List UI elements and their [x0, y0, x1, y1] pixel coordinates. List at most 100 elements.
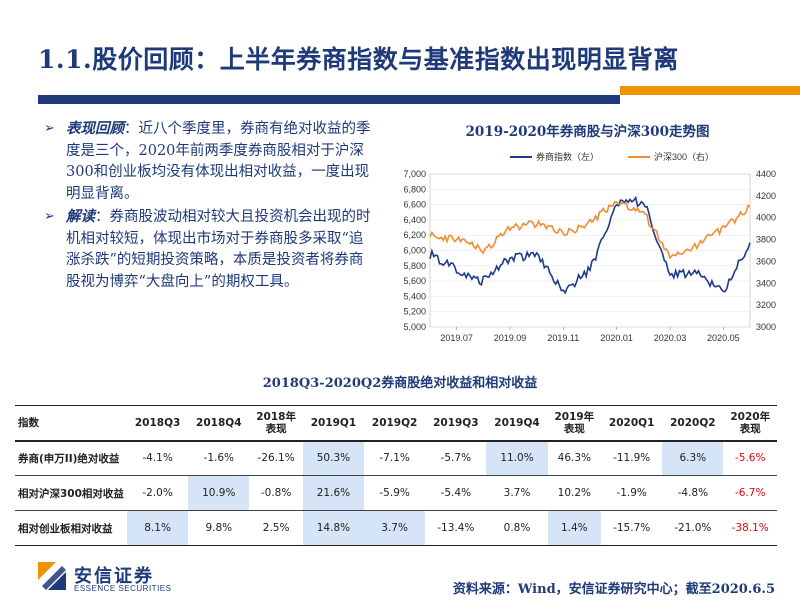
row-label: 券商(申万II)绝对收益 [15, 440, 127, 476]
table-cell: 21.6% [302, 475, 365, 511]
table-cell: 9.8% [188, 510, 250, 546]
y-left-tick-label: 5,400 [403, 291, 426, 301]
table-cell: 14.8% [302, 510, 365, 546]
x-tick-label: 2019.11 [547, 333, 579, 343]
table-cell: 1.4% [547, 510, 602, 546]
table-cell: -15.7% [601, 510, 663, 546]
returns-table: 指数 2018Q3 2018Q4 2018年 表现 2019Q1 2019Q2 2019Q3 2… [15, 405, 777, 546]
table-cell: -6.7% [723, 475, 777, 511]
table-cell: -38.1% [723, 510, 777, 546]
bullet-text: ：近八个季度里，券商有绝对收益的季度是三个，2020年前两季度券商股相对于沪深3… [66, 121, 371, 202]
table-header-cell: 2020Q2 [662, 405, 724, 442]
legend-label: 沪深300（右） [654, 151, 714, 162]
y-right-tick-label: 3800 [756, 235, 776, 245]
table-row: 券商(申万II)绝对收益 -4.1% -1.6% -26.1% 50.3% -7.1% -5… [15, 440, 777, 476]
table-header-cell: 2019Q3 [425, 405, 487, 442]
table-header-row: 指数 2018Q3 2018Q4 2018年 表现 2019Q1 2019Q2 2019Q3 2… [15, 405, 777, 442]
table-header-cell: 2020Q1 [601, 405, 663, 442]
table-cell: -1.6% [188, 440, 250, 476]
company-logo: 安信证券 ESSENCE SECURITIES [36, 560, 176, 596]
table-header-cell: 2019Q2 [364, 405, 426, 442]
line-chart: 5,000 5,200 5,400 5,600 5,800 6,000 6,200 6,400… [403, 151, 776, 343]
y-right-tick-label: 4200 [756, 191, 776, 201]
legend-label: 券商指数（左） [536, 151, 599, 162]
table-cell: 10.9% [188, 475, 250, 511]
y-right-tick-label: 4000 [756, 213, 776, 223]
table-row: 相对沪深300相对收益 -2.0% 10.9% -0.8% 21.6% -5.9% -5.4… [15, 475, 777, 511]
table-header-cell: 2020年 表现 [723, 405, 777, 442]
table-cell: -1.9% [601, 475, 663, 511]
table-cell: 46.3% [547, 440, 602, 476]
page-title: 1.1.股价回顾：上半年券商指数与基准指数出现明显背离 [38, 45, 679, 74]
table-cell: -5.7% [425, 440, 487, 476]
y-left-tick-label: 6,800 [403, 184, 426, 194]
table-cell: -0.8% [249, 475, 303, 511]
arrow-bullet-icon: ➢ [44, 121, 55, 136]
table-cell: -2.0% [127, 475, 189, 511]
bullet-list: ➢ 表现回顾：近八个季度里，券商有绝对收益的季度是三个，2020年前两季度券商股… [44, 118, 374, 294]
table-header-index: 指数 [15, 405, 127, 442]
y-right-tick-label: 3000 [756, 322, 776, 332]
y-left-tick-label: 5,800 [403, 261, 426, 271]
table-header-cell: 2019年 表现 [547, 405, 602, 442]
logo-text-cn: 安信证券 [74, 566, 154, 587]
logo-text-en: ESSENCE SECURITIES [74, 584, 172, 593]
chart-title: 2019-2020年券商股与沪深300走势图 [465, 124, 710, 140]
table-cell: 6.3% [662, 440, 724, 476]
y-right-tick-label: 3200 [756, 300, 776, 310]
arrow-bullet-icon: ➢ [44, 209, 55, 224]
logo-mark-icon [38, 562, 66, 590]
title-underline-blue [38, 95, 620, 104]
bullet-lead: 表现回顾 [66, 120, 124, 137]
table-row: 相对创业板相对收益 8.1% 9.8% 2.5% 14.8% 3.7% -13.4% 0.8%… [15, 510, 777, 546]
x-tick-label: 2019.07 [440, 333, 473, 343]
table-header-cell: 2018年 表现 [249, 405, 303, 442]
y-left-tick-label: 5,200 [403, 307, 426, 317]
table-header-cell: 2018Q4 [188, 405, 250, 442]
table-cell: -5.6% [723, 440, 777, 476]
table-cell: 50.3% [302, 440, 365, 476]
table-cell: 11.0% [486, 440, 548, 476]
row-label: 相对创业板相对收益 [15, 510, 127, 546]
y-left-tick-label: 5,000 [403, 322, 426, 332]
y-left-tick-label: 6,600 [403, 200, 426, 210]
table-cell: 8.1% [127, 510, 189, 546]
bullet-lead: 解读 [66, 208, 95, 225]
x-tick-label: 2020.01 [600, 333, 633, 343]
row-label: 相对沪深300相对收益 [15, 475, 127, 511]
y-right-tick-label: 4400 [756, 169, 776, 179]
table-header-cell: 2018Q3 [127, 405, 189, 442]
table-cell: -13.4% [425, 510, 487, 546]
table-cell: 0.8% [486, 510, 548, 546]
x-tick-label: 2020.03 [654, 333, 687, 343]
table-header-cell: 2019Q4 [486, 405, 548, 442]
y-left-tick-label: 7,000 [403, 169, 426, 179]
y-right-tick-label: 3400 [756, 278, 776, 288]
source-note: 资料来源：Wind，安信证券研究中心；截至2020.6.5 [452, 582, 775, 597]
table-cell: -7.1% [364, 440, 426, 476]
table-cell: -4.1% [127, 440, 189, 476]
y-left-tick-label: 6,200 [403, 230, 426, 240]
table-cell: -4.8% [662, 475, 724, 511]
y-right-tick-label: 3600 [756, 256, 776, 266]
series-line-broker-index [429, 195, 751, 295]
y-left-tick-label: 6,000 [403, 246, 426, 256]
table-cell: -26.1% [249, 440, 303, 476]
table-cell: 2.5% [249, 510, 303, 546]
table-cell: 3.7% [486, 475, 548, 511]
x-tick-label: 2019.09 [494, 333, 527, 343]
table-cell: 3.7% [364, 510, 426, 546]
series-line-csi300 [429, 201, 751, 260]
table-header-cell: 2019Q1 [302, 405, 365, 442]
bullet-performance-review: ➢ 表现回顾：近八个季度里，券商有绝对收益的季度是三个，2020年前两季度券商股… [44, 118, 374, 205]
table-cell: -21.0% [662, 510, 724, 546]
bullet-interpretation: ➢ 解读：券商股波动相对较大且投资机会出现的时机相对较短，体现出市场对于券商股多… [44, 206, 374, 293]
y-left-tick-label: 6,400 [403, 215, 426, 225]
table-cell: -11.9% [601, 440, 663, 476]
y-left-tick-label: 5,600 [403, 276, 426, 286]
table-title: 2018Q3-2020Q2券商股绝对收益和相对收益 [262, 376, 538, 391]
table-cell: -5.4% [425, 475, 487, 511]
table-cell: -5.9% [364, 475, 426, 511]
bullet-text: ：券商股波动相对较大且投资机会出现的时机相对较短，体现出市场对于券商股多采取“追… [66, 209, 371, 290]
table-cell: 10.2% [547, 475, 602, 511]
